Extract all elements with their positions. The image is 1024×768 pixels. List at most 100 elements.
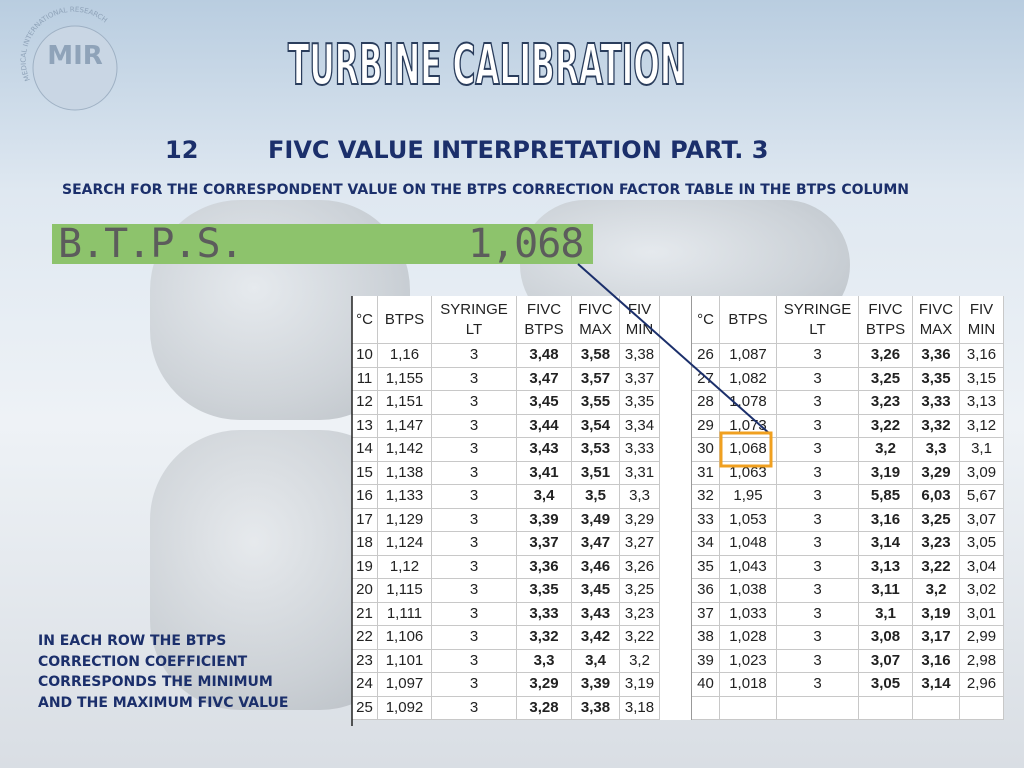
table-cell: 3 (432, 555, 517, 579)
table-cell: 30 (692, 438, 720, 462)
table-cell: 3 (432, 696, 517, 720)
table-cell: 3,19 (913, 602, 960, 626)
table-cell: 24 (352, 673, 378, 697)
table-cell: 5,67 (960, 485, 1004, 509)
header-cell: BTPS (720, 296, 777, 344)
table-cell: 3,55 (572, 391, 620, 415)
table-cell: 3 (432, 673, 517, 697)
table-cell: 32 (692, 485, 720, 509)
table-cell: 1,087 (720, 344, 777, 368)
table-cell: 3,26 (620, 555, 660, 579)
table-cell: 3 (432, 438, 517, 462)
table-cell: 3,16 (859, 508, 913, 532)
table-cell: 29 (692, 414, 720, 438)
table-cell: 2,98 (960, 649, 1004, 673)
empty-cell (960, 696, 1004, 720)
table-cell: 3 (432, 391, 517, 415)
table-cell: 3,35 (517, 579, 572, 603)
heading-text: FIVC VALUE INTERPRETATION PART. 3 (268, 136, 769, 164)
heading-number: 12 (165, 136, 199, 164)
table-cell: 3,28 (517, 696, 572, 720)
table-cell: 23 (352, 649, 378, 673)
table-cell: 3,13 (859, 555, 913, 579)
table-cell: 3,47 (572, 532, 620, 556)
logo-circle (32, 25, 118, 111)
table-cell: 3 (777, 579, 859, 603)
table-cell: 3,32 (517, 626, 572, 650)
table-cell: 3,22 (620, 626, 660, 650)
table-cell: 27 (692, 367, 720, 391)
table-cell: 1,124 (378, 532, 432, 556)
table-cell: 3,3 (517, 649, 572, 673)
table-cell: 1,043 (720, 555, 777, 579)
table-cell: 1,12 (378, 555, 432, 579)
table-cell: 3,17 (913, 626, 960, 650)
table-cell: 3,09 (960, 461, 1004, 485)
table-cell: 3,25 (620, 579, 660, 603)
instruction: SEARCH FOR THE CORRESPONDENT VALUE ON TH… (62, 182, 909, 198)
table-cell: 37 (692, 602, 720, 626)
table-cell: 3,01 (960, 602, 1004, 626)
table-cell: 1,106 (378, 626, 432, 650)
table-cell: 1,053 (720, 508, 777, 532)
table-cell: 3,48 (517, 344, 572, 368)
table-cell: 3,14 (859, 532, 913, 556)
table-cell: 3,5 (572, 485, 620, 509)
table-cell: 3,51 (572, 461, 620, 485)
table-cell: 40 (692, 673, 720, 697)
table-cell: 19 (352, 555, 378, 579)
table-cell: 1,082 (720, 367, 777, 391)
table-cell: 3 (432, 626, 517, 650)
table-cell: 3,23 (859, 391, 913, 415)
empty-cell (720, 696, 777, 720)
table-cell: 1,018 (720, 673, 777, 697)
table-cell: 3,41 (517, 461, 572, 485)
table-cell: 3,49 (572, 508, 620, 532)
table-cell: 28 (692, 391, 720, 415)
table-cell: 20 (352, 579, 378, 603)
table-cell: 3,05 (960, 532, 1004, 556)
table-cell: 1,142 (378, 438, 432, 462)
table-cell: 1,023 (720, 649, 777, 673)
table-cell: 3,34 (620, 414, 660, 438)
table-cell: 3,58 (572, 344, 620, 368)
table-cell: 3,39 (572, 673, 620, 697)
table-cell: 3,07 (960, 508, 1004, 532)
table-cell: 1,95 (720, 485, 777, 509)
table-cell: 3,4 (572, 649, 620, 673)
table-cell: 15 (352, 461, 378, 485)
table-cell: 3 (777, 438, 859, 462)
slide-title: TURBINE CALIBRATION (288, 32, 686, 97)
table-cell: 3,19 (620, 673, 660, 697)
table-cell: 13 (352, 414, 378, 438)
note-line: CORRECTION COEFFICIENT (38, 653, 248, 670)
table-cell: 1,073 (720, 414, 777, 438)
table-cell: 3 (777, 367, 859, 391)
table-cell: 3 (777, 461, 859, 485)
table-cell: 21 (352, 602, 378, 626)
table-cell: 16 (352, 485, 378, 509)
table-cell: 1,147 (378, 414, 432, 438)
table-cell: 1,078 (720, 391, 777, 415)
table-cell: 34 (692, 532, 720, 556)
table-cell: 3,23 (620, 602, 660, 626)
table-cell: 6,03 (913, 485, 960, 509)
table-cell: 3,53 (572, 438, 620, 462)
table-cell: 3,45 (572, 579, 620, 603)
header-cell: FIV MIN (960, 296, 1004, 344)
display-label: B.T.P.S. (58, 221, 244, 267)
table-cell: 3 (432, 508, 517, 532)
table-cell: 3,07 (859, 649, 913, 673)
table-cell: 22 (352, 626, 378, 650)
table-cell: 3,33 (517, 602, 572, 626)
table-cell: 3,11 (859, 579, 913, 603)
table-cell: 3,16 (913, 649, 960, 673)
table-cell: 36 (692, 579, 720, 603)
table-cell: 3,43 (517, 438, 572, 462)
table-cell: 3 (432, 461, 517, 485)
empty-cell (692, 696, 720, 720)
table-cell: 2,99 (960, 626, 1004, 650)
table-cell: 3 (777, 626, 859, 650)
table-cell: 3,1 (960, 438, 1004, 462)
table-cell: 3 (777, 508, 859, 532)
